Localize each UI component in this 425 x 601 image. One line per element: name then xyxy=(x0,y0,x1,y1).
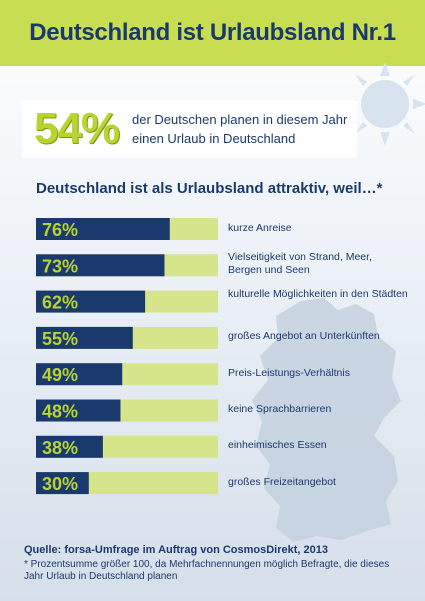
category-label: kulturelle Möglichkeiten in den Städten xyxy=(228,287,408,300)
bar xyxy=(36,254,165,277)
category-label: großes Angebot an Unterkünften xyxy=(228,330,380,343)
bar-value-label: 38% xyxy=(42,438,78,458)
bar-value-label: 30% xyxy=(42,474,78,494)
highlight-text: der Deutschen planen in diesem Jahr eine… xyxy=(132,112,348,146)
bar-value-label: 49% xyxy=(42,365,78,385)
bar xyxy=(36,218,170,240)
bar-value-label: 76% xyxy=(42,220,78,240)
bar xyxy=(36,399,121,422)
bar xyxy=(36,472,89,495)
category-label: großes Freizeitangebot xyxy=(228,475,336,488)
bar xyxy=(36,363,123,386)
highlight-percent: 54% xyxy=(34,104,120,153)
bar xyxy=(36,326,133,349)
bar-value-label: 62% xyxy=(42,293,78,313)
header-bar xyxy=(0,0,425,66)
category-label: einheimisches Essen xyxy=(228,439,327,452)
germany-map-icon xyxy=(252,298,401,542)
category-label: keine Sprachbarrieren xyxy=(228,403,332,415)
chart-title: Deutschland ist als Urlaubsland attrakti… xyxy=(36,180,383,197)
bar-value-label: 48% xyxy=(42,402,78,422)
bar-value-label: 73% xyxy=(42,256,78,276)
category-label: Vielseitigkeit von Strand, Meer, Bergen … xyxy=(228,251,372,277)
source-text: Quelle: forsa-Umfrage im Auftrag von Cos… xyxy=(24,544,329,556)
category-label: Preis-Leistungs-Verhältnis xyxy=(228,366,350,379)
bar xyxy=(36,435,103,458)
footnote-text: * Prozentsumme größer 100, da Mehrfachne… xyxy=(24,559,390,582)
bar-value-label: 55% xyxy=(42,329,78,349)
highlight-box xyxy=(22,100,357,158)
bar xyxy=(36,290,146,313)
page-title: Deutschland ist Urlaubsland Nr.1 xyxy=(29,19,396,46)
category-label: kurze Anreise xyxy=(228,221,292,234)
